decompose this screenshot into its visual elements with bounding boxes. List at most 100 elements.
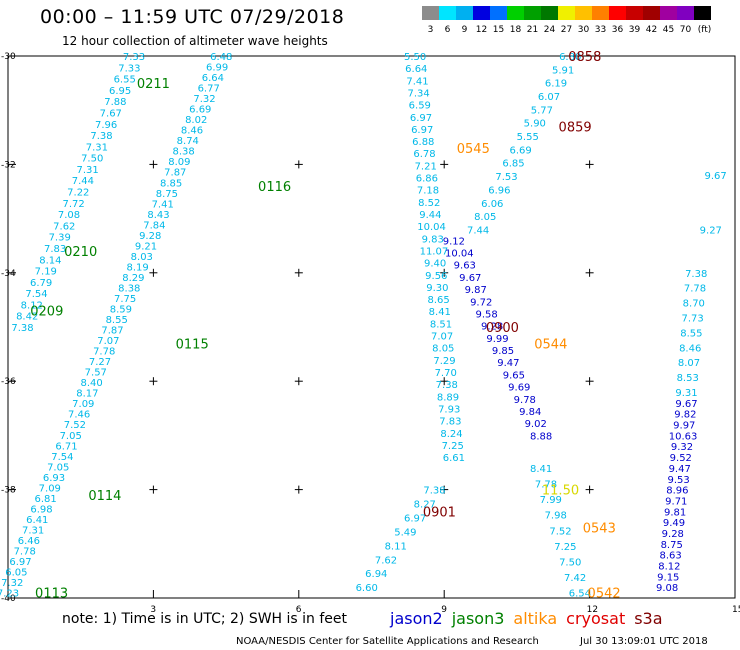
- swh-value: 7.22: [67, 188, 89, 199]
- swh-value: 7.32: [193, 94, 215, 105]
- lon-tick-label: 9: [441, 605, 447, 615]
- lat-tick-label: -32: [1, 160, 16, 170]
- swh-value: 7.25: [554, 542, 576, 553]
- swh-value: 6.98: [30, 504, 52, 515]
- swh-value: 5.49: [394, 527, 416, 538]
- swh-value: 6.64: [202, 73, 224, 84]
- swh-value: 6.81: [34, 494, 56, 505]
- swh-value: 9.82: [674, 410, 696, 421]
- swh-value: 8.55: [680, 328, 702, 339]
- pass-time-label: 0211: [137, 77, 170, 92]
- swh-value: 9.83: [422, 234, 444, 245]
- colorbar-swatch: [694, 6, 711, 20]
- swh-value: 7.83: [439, 417, 461, 428]
- swh-value: 9.27: [700, 225, 722, 236]
- swh-value: 7.62: [53, 221, 75, 232]
- swh-value: 9.28: [481, 322, 503, 333]
- swh-value: 9.97: [673, 421, 695, 432]
- swh-value: 7.09: [72, 399, 94, 410]
- satellite-legend: jason2 jason3 altika cryosat s3a: [390, 609, 672, 628]
- map-subtitle: 12 hour collection of altimeter wave hei…: [62, 34, 328, 48]
- swh-value: 6.77: [198, 84, 220, 95]
- legend-item-cryosat: cryosat: [566, 609, 626, 628]
- colorbar-label: 70: [679, 25, 692, 35]
- swh-value: 8.41: [429, 307, 451, 318]
- colorbar-label: 6: [444, 25, 451, 35]
- swh-value: 7.70: [435, 368, 457, 379]
- swh-value: 6.78: [413, 149, 435, 160]
- swh-value: 7.88: [104, 97, 126, 108]
- swh-value: 7.62: [375, 555, 397, 566]
- swh-value: 7.44: [72, 176, 94, 187]
- swh-value: 7.50: [559, 557, 581, 568]
- swh-value: 6.69: [189, 105, 211, 116]
- swh-value: 9.32: [671, 442, 693, 453]
- swh-value: 8.51: [430, 319, 452, 330]
- swh-value: 10.04: [445, 249, 474, 260]
- swh-value: 7.05: [60, 431, 82, 442]
- swh-value: 7.38: [423, 486, 445, 497]
- swh-value: 6.59: [409, 101, 431, 112]
- colorbar-swatch: [575, 6, 592, 20]
- swh-value: 6.71: [55, 441, 77, 452]
- swh-value: 5.77: [531, 105, 553, 116]
- swh-value: 9.67: [704, 171, 726, 182]
- colorbar-swatch: [490, 6, 507, 20]
- swh-value: 10.04: [417, 222, 446, 233]
- swh-value: 7.78: [535, 480, 557, 491]
- swh-value: 5.90: [524, 119, 546, 130]
- swh-value: 8.52: [418, 198, 440, 209]
- swh-value: 7.57: [85, 368, 107, 379]
- colorbar-label: 30: [577, 25, 590, 35]
- swh-value: 8.27: [414, 500, 436, 511]
- swh-value: 7.09: [39, 483, 61, 494]
- swh-value: 9.52: [670, 453, 692, 464]
- pass-time-label: 0545: [457, 142, 490, 157]
- colorbar-label: 15: [492, 25, 505, 35]
- pass-time-label: 0113: [35, 587, 68, 602]
- map-title: 00:00 – 11:59 UTC 07/29/2018: [40, 6, 345, 28]
- swh-value: 6.97: [411, 125, 433, 136]
- swh-value: 6.61: [443, 453, 465, 464]
- swh-value: 9.08: [656, 583, 678, 594]
- swh-value: 7.34: [407, 89, 429, 100]
- swh-value: 7.31: [76, 165, 98, 176]
- swh-value: 9.47: [669, 464, 691, 475]
- colorbar-label: 24: [543, 25, 556, 35]
- swh-value: 7.52: [64, 420, 86, 431]
- swh-value: 8.03: [131, 252, 153, 263]
- swh-value: 7.32: [1, 578, 23, 589]
- swh-value: 6.06: [481, 199, 503, 210]
- swh-value: 8.63: [659, 551, 681, 562]
- swh-value: 7.54: [25, 289, 47, 300]
- swh-value: 6.19: [545, 79, 567, 90]
- swh-value: 6.41: [26, 515, 48, 526]
- lon-tick-label: 12: [587, 605, 598, 615]
- colorbar-swatch: [609, 6, 626, 20]
- swh-value: 6.97: [410, 113, 432, 124]
- swh-value: 6.86: [416, 174, 438, 185]
- swh-value: 9.47: [497, 358, 519, 369]
- pass-time-label: 0115: [176, 337, 209, 352]
- swh-value: 8.17: [76, 389, 98, 400]
- swh-value: 9.15: [657, 572, 679, 583]
- swh-value: 7.42: [564, 573, 586, 584]
- colorbar-label: (ft): [697, 25, 712, 35]
- pass-time-label: 0542: [588, 587, 621, 602]
- swh-value: 9.81: [664, 507, 686, 518]
- swh-value: 8.11: [385, 541, 407, 552]
- swh-value: 8.88: [530, 431, 552, 442]
- swh-value: 8.38: [118, 284, 140, 295]
- swh-value: 8.53: [677, 373, 699, 384]
- swh-value: 8.74: [177, 136, 199, 147]
- swh-value: 8.55: [106, 315, 128, 326]
- swh-value: 5.50: [404, 52, 426, 63]
- swh-value: 7.50: [81, 154, 103, 165]
- swh-value: 8.09: [168, 157, 190, 168]
- swh-value: 8.24: [440, 429, 462, 440]
- swh-value: 5.91: [552, 65, 574, 76]
- swh-value: 7.38: [685, 269, 707, 280]
- colorbar-label: 33: [594, 25, 607, 35]
- swh-value: 7.73: [681, 314, 703, 325]
